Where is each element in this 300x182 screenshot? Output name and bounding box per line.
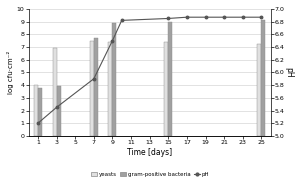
Y-axis label: pH: pH (284, 67, 293, 78)
Bar (90, 41, 94, 136)
Bar (257, 44, 261, 136)
Legend: yeasts, gram-positive bacteria, pH: yeasts, gram-positive bacteria, pH (88, 170, 212, 179)
Bar (261, 20, 265, 136)
Bar (164, 42, 168, 136)
Bar (168, 22, 172, 136)
Bar (38, 88, 42, 136)
Bar (34, 85, 38, 136)
Y-axis label: log cfu·cm⁻²: log cfu·cm⁻² (7, 51, 14, 94)
Bar (109, 42, 112, 136)
Bar (94, 38, 98, 136)
Bar (57, 86, 61, 136)
X-axis label: Time [days]: Time [days] (127, 148, 172, 157)
Bar (112, 23, 116, 136)
Bar (52, 48, 57, 136)
